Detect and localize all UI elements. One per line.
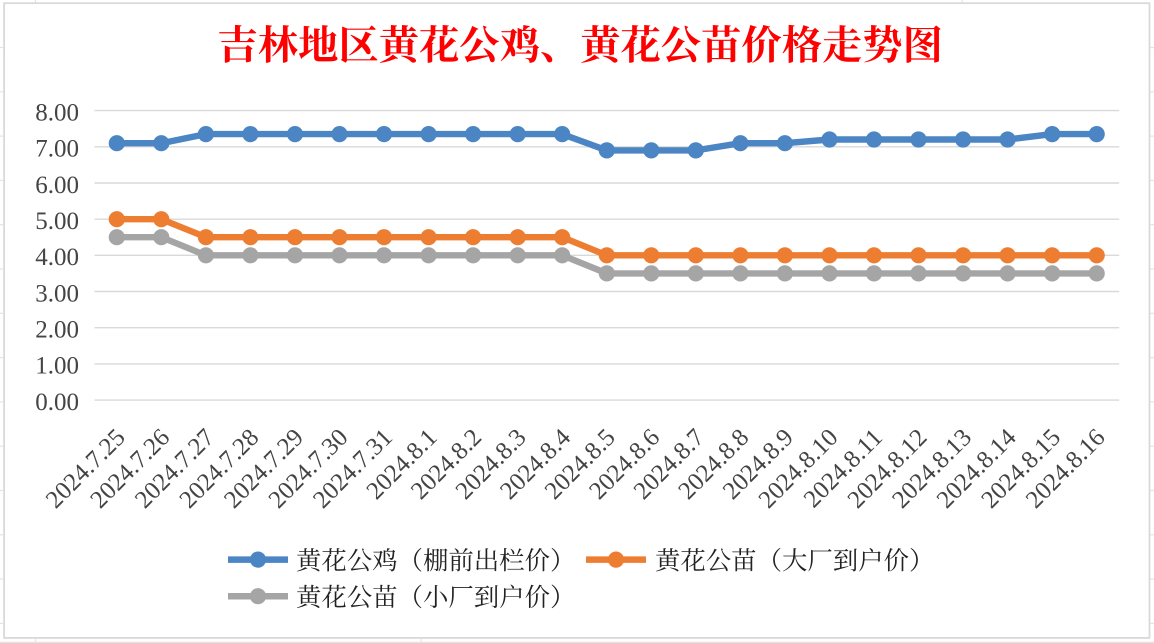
svg-text:3.00: 3.00 [35, 280, 79, 307]
svg-text:2.00: 2.00 [35, 317, 79, 344]
svg-text:4.00: 4.00 [35, 244, 79, 271]
svg-text:6.00: 6.00 [35, 172, 79, 199]
svg-text:5.00: 5.00 [35, 208, 79, 235]
svg-text:1.00: 1.00 [35, 353, 79, 380]
svg-text:7.00: 7.00 [35, 136, 79, 163]
svg-text:8.00: 8.00 [35, 99, 79, 126]
svg-text:0.00: 0.00 [35, 389, 79, 416]
